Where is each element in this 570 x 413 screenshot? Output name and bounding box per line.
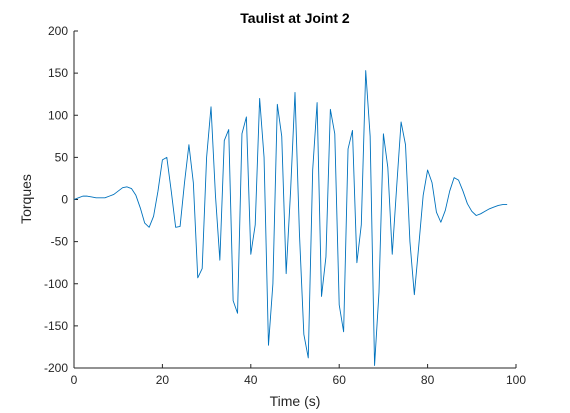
y-tick-label: 150 (48, 66, 68, 80)
y-tick-label: 200 (48, 24, 68, 38)
y-axis-label: Torques (18, 174, 34, 224)
y-tick-label: 0 (61, 193, 68, 207)
chart-title: Taulist at Joint 2 (240, 10, 350, 26)
y-tick-label: -100 (44, 277, 68, 291)
x-tick-label: 100 (506, 373, 526, 387)
x-tick-label: 80 (421, 373, 435, 387)
x-axis-label: Time (s) (270, 393, 321, 409)
y-tick-label: 100 (48, 108, 68, 122)
x-tick-label: 40 (244, 373, 258, 387)
x-tick-label: 60 (333, 373, 347, 387)
y-tick-label: -150 (44, 319, 68, 333)
y-tick-label: -200 (44, 361, 68, 375)
y-tick-label: 50 (55, 150, 69, 164)
x-tick-label: 0 (71, 373, 78, 387)
x-tick-label: 20 (156, 373, 170, 387)
y-tick-label: -50 (51, 235, 69, 249)
plot-area: -200 -150 -100 -50 0 50 100 150 200 0 20 40 60 80 100 (44, 24, 526, 387)
series-line-1 (73, 70, 508, 366)
